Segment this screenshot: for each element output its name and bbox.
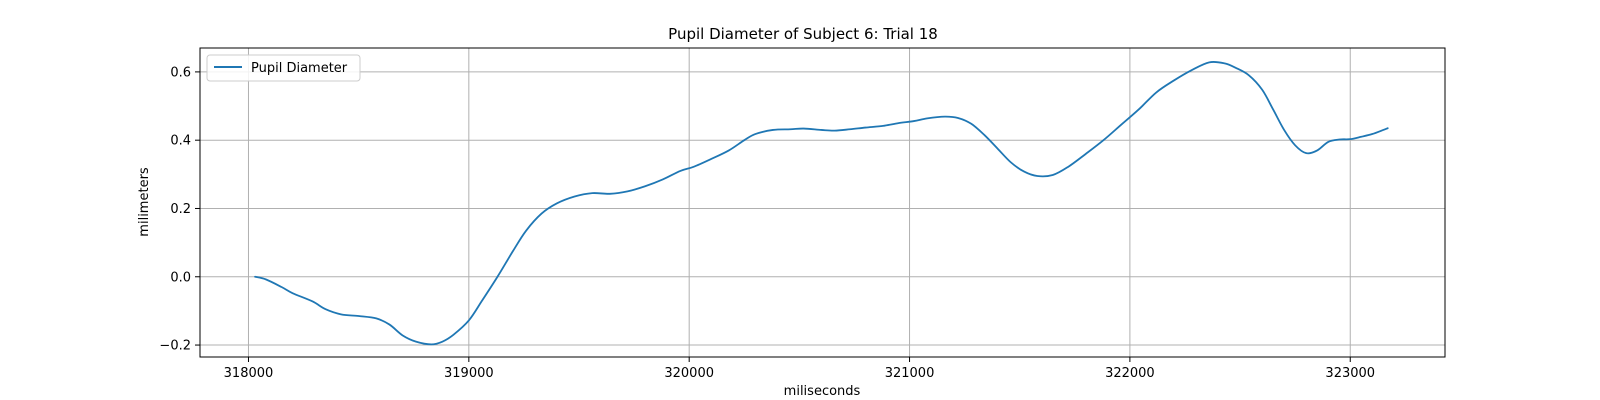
grid bbox=[200, 48, 1445, 357]
x-tick-label: 323000 bbox=[1325, 366, 1375, 381]
y-tick-label: 0.4 bbox=[170, 134, 191, 149]
x-axis-label: miliseconds bbox=[784, 384, 861, 399]
y-tick-label: −0.2 bbox=[159, 339, 191, 354]
x-tick-label: 322000 bbox=[1105, 366, 1155, 381]
x-tick-label: 320000 bbox=[664, 366, 714, 381]
series-layer bbox=[254, 60, 1389, 346]
y-tick-label: 0.2 bbox=[170, 202, 191, 217]
legend-label: Pupil Diameter bbox=[251, 61, 348, 76]
y-axis-label: milimeters bbox=[137, 167, 152, 237]
x-axis: 318000 319000 320000 321000 322000 323000 bbox=[224, 357, 1375, 381]
plot-frame bbox=[199, 47, 1446, 358]
legend: Pupil Diameter bbox=[206, 54, 361, 82]
legend-box bbox=[206, 54, 361, 82]
y-tick-label: 0.0 bbox=[170, 270, 191, 285]
x-tick-label: 318000 bbox=[224, 366, 274, 381]
x-tick-label: 321000 bbox=[885, 366, 935, 381]
series-line-pupil-diameter bbox=[254, 60, 1389, 346]
chart-title: Pupil Diameter of Subject 6: Trial 18 bbox=[668, 25, 938, 43]
x-tick-label: 319000 bbox=[444, 366, 494, 381]
y-tick-label: 0.6 bbox=[170, 65, 191, 80]
y-axis: −0.2 0.0 0.2 0.4 0.6 bbox=[159, 65, 200, 354]
